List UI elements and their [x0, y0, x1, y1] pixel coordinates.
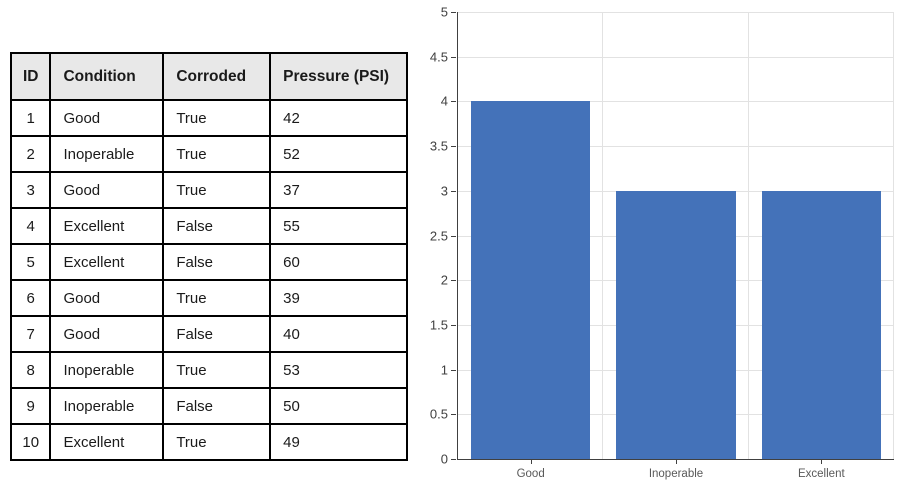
y-axis-tick [451, 324, 456, 326]
table-cell: 9 [9, 387, 52, 425]
table-cell: 4 [9, 207, 52, 245]
column-header-condition: Condition [49, 52, 165, 101]
table-cell: True [162, 171, 272, 209]
column-header-corroded: Corroded [162, 52, 272, 101]
y-axis-tick [451, 101, 456, 103]
table-row: 6 Good True 39 [9, 279, 408, 317]
y-axis-tick-label: 5 [440, 4, 448, 20]
bar-good [471, 101, 591, 459]
vertical-gridline [602, 12, 604, 459]
table-cell: False [162, 315, 272, 353]
table-row: 8 Inoperable True 53 [9, 351, 408, 389]
y-axis-tick [451, 459, 456, 460]
table-cell: Inoperable [49, 387, 165, 425]
y-axis-tick [451, 12, 456, 13]
table-cell: Excellent [49, 423, 165, 461]
x-axis-tick [821, 459, 823, 464]
table-row: 9 Inoperable False 50 [9, 387, 408, 425]
bar-excellent [761, 190, 881, 459]
y-axis-tick-label: 4.5 [429, 49, 448, 65]
y-axis-tick-label: 1 [440, 362, 448, 378]
x-axis-category-label: Excellent [797, 468, 845, 480]
y-axis-tick-label: 2 [440, 272, 448, 288]
y-axis-tick-label: 0.5 [429, 406, 448, 422]
y-axis-tick [451, 190, 456, 192]
y-axis-tick-label: 3 [440, 183, 448, 199]
x-axis-category-label: Good [516, 468, 545, 480]
table-cell: 42 [269, 99, 408, 137]
table-row: 2 Inoperable True 52 [9, 135, 408, 173]
vertical-gridline [747, 12, 749, 459]
x-axis-category-label: Inoperable [648, 468, 704, 480]
y-axis-tick [451, 280, 456, 282]
table-cell: 52 [269, 135, 408, 173]
pipe-data-table: ID Condition Corroded Pressure (PSI) 1 Good T… [9, 52, 408, 461]
table-row: 10 Excellent True 49 [9, 423, 408, 461]
y-axis-tick-label: 4 [440, 93, 448, 109]
table-cell: 50 [269, 387, 408, 425]
table-cell: Excellent [49, 243, 165, 281]
y-axis-tick-label: 1.5 [429, 317, 448, 333]
horizontal-gridline [458, 56, 894, 58]
y-axis-tick [451, 56, 456, 58]
table-row: 1 Good True 42 [9, 99, 408, 137]
horizontal-gridline [458, 12, 894, 13]
y-axis-tick [451, 235, 456, 237]
table-cell: Inoperable [49, 351, 165, 389]
y-axis-tick [451, 369, 456, 371]
table-cell: False [162, 207, 272, 245]
table-cell: 6 [9, 279, 52, 317]
table-header-row: ID Condition Corroded Pressure (PSI) [9, 52, 408, 101]
table-cell: 10 [9, 423, 52, 461]
horizontal-gridline [458, 146, 894, 148]
table-cell: 5 [9, 243, 52, 281]
y-axis-tick [451, 414, 456, 416]
table-cell: 53 [269, 351, 408, 389]
vertical-gridline [893, 12, 894, 459]
table-cell: True [162, 423, 272, 461]
table-cell: 40 [269, 315, 408, 353]
column-header-pressure-psi: Pressure (PSI) [269, 52, 408, 101]
table-cell: 1 [9, 99, 52, 137]
table-cell: True [162, 99, 272, 137]
table-cell: True [162, 279, 272, 317]
table-row: 4 Excellent False 55 [9, 207, 408, 245]
table-row: 5 Excellent False 60 [9, 243, 408, 281]
table-cell: 39 [269, 279, 408, 317]
table-cell: Good [49, 279, 165, 317]
table-cell: 8 [9, 351, 52, 389]
horizontal-gridline [458, 101, 894, 103]
table-header: ID Condition Corroded Pressure (PSI) [9, 52, 408, 101]
table-cell: 49 [269, 423, 408, 461]
table-cell: Excellent [49, 207, 165, 245]
table-cell: False [162, 243, 272, 281]
bar-inoperable [616, 190, 736, 459]
table-row: 3 Good True 37 [9, 171, 408, 209]
table-cell: 60 [269, 243, 408, 281]
x-axis-tick [676, 459, 677, 464]
y-axis-tick [451, 146, 456, 148]
table-cell: 37 [269, 171, 408, 209]
y-axis-tick-label: 3.5 [429, 138, 448, 154]
table-cell: False [162, 387, 272, 425]
table-cell: Good [49, 99, 165, 137]
table-cell: Good [49, 171, 165, 209]
table-cell: True [162, 135, 272, 173]
table-cell: Inoperable [49, 135, 165, 173]
table-cell: 3 [9, 171, 52, 209]
table-cell: Good [49, 315, 165, 353]
table-cell: 7 [9, 315, 52, 353]
table-body: 1 Good True 42 2 Inoperable True 52 3 Good True 37 4… [9, 99, 408, 461]
table-cell: 2 [9, 135, 52, 173]
table-row: 7 Good False 40 [9, 315, 408, 353]
table-cell: True [162, 351, 272, 389]
y-axis-tick-label: 0 [440, 451, 448, 467]
y-axis-tick-label: 2.5 [429, 228, 448, 243]
table-cell: 55 [269, 207, 408, 245]
bar-chart-plot-area: 0 0.5 1 1.5 2 2.5 3 3.5 4 4.5 5 Good Inoperable Excel… [430, 5, 894, 480]
x-axis-tick [530, 459, 532, 464]
column-header-id: ID [9, 52, 52, 101]
